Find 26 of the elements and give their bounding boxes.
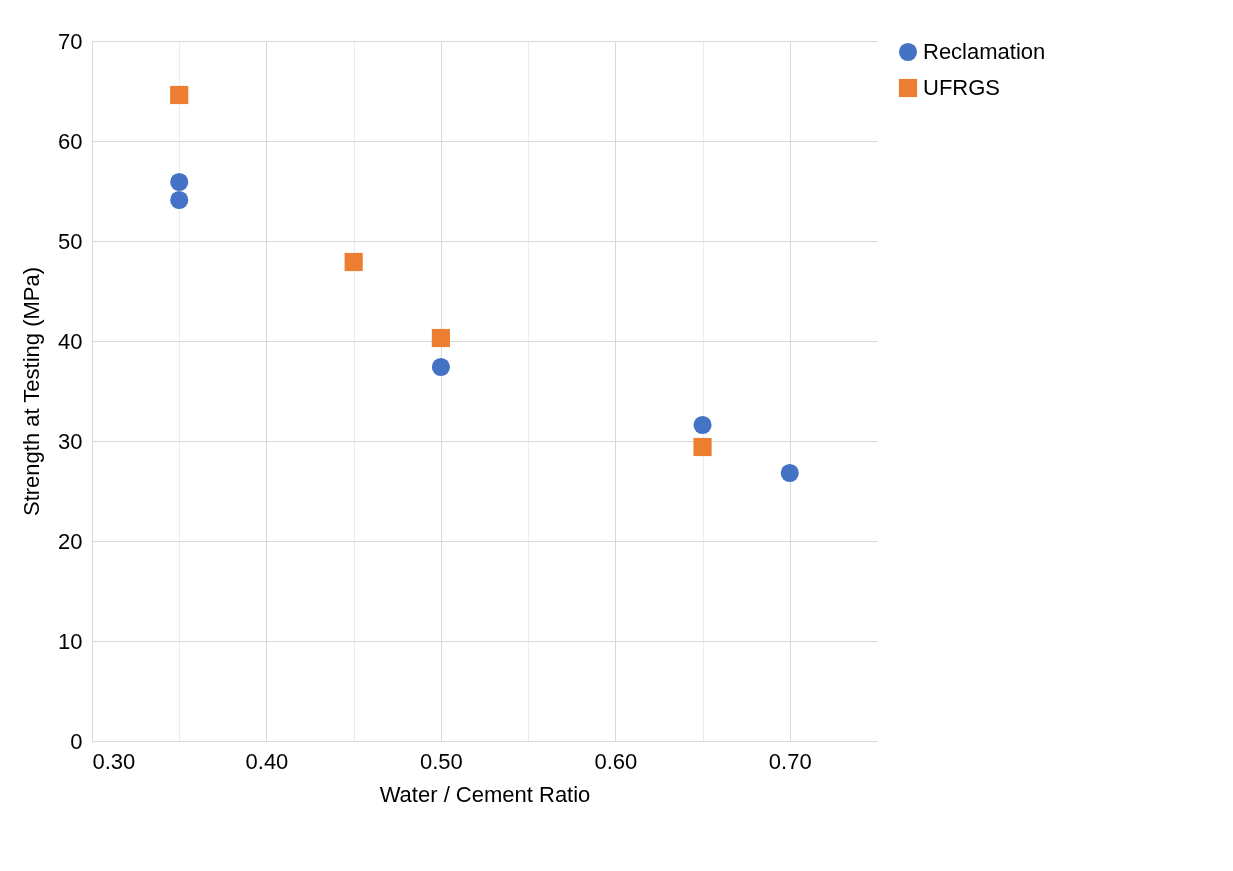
x-tick-label: 0.40 bbox=[245, 748, 289, 774]
point bbox=[431, 328, 450, 348]
legend-label: UFRGS bbox=[923, 75, 1000, 100]
x-tick-label: 0.30 bbox=[92, 748, 136, 774]
y-tick-label: 60 bbox=[58, 128, 83, 154]
x-axis-title: Water / Cement Ratio bbox=[379, 781, 591, 807]
point bbox=[693, 415, 712, 435]
point bbox=[170, 172, 189, 192]
y-tick-label: 70 bbox=[58, 28, 83, 54]
y-tick-label: 30 bbox=[58, 428, 83, 454]
point bbox=[344, 252, 363, 272]
point bbox=[431, 357, 450, 377]
y-tick-label: 0 bbox=[70, 728, 83, 754]
point bbox=[170, 190, 189, 210]
x-tick-label: 0.60 bbox=[594, 748, 638, 774]
point bbox=[693, 437, 712, 457]
legend-label: Reclamation bbox=[923, 39, 1046, 64]
y-axis-title: Strength at Testing (MPa) bbox=[19, 266, 45, 517]
y-tick-label: 10 bbox=[58, 628, 83, 654]
y-tick-label: 20 bbox=[58, 528, 83, 554]
point bbox=[170, 85, 189, 105]
x-tick-label: 0.70 bbox=[768, 748, 812, 774]
y-tick-label: 50 bbox=[58, 228, 83, 254]
x-tick-label: 0.50 bbox=[419, 748, 463, 774]
point bbox=[780, 463, 799, 483]
y-tick-label: 40 bbox=[58, 328, 83, 354]
